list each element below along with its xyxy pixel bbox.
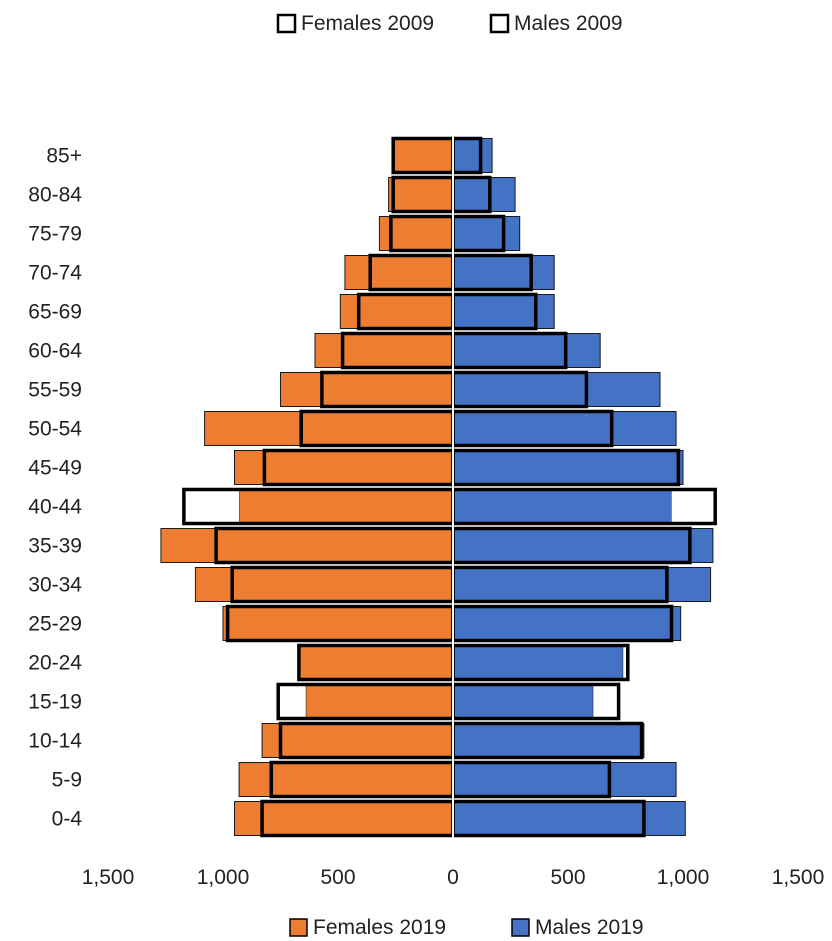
bar-males-2019-70-74 bbox=[452, 255, 555, 290]
legend-label-males-2009: Males 2009 bbox=[514, 12, 623, 35]
y-tick-label: 35-39 bbox=[28, 535, 82, 558]
legend-swatch-males-2009 bbox=[489, 13, 510, 34]
bar-females-2019-80-84 bbox=[388, 177, 454, 212]
y-tick-label: 60-64 bbox=[28, 340, 82, 363]
bar-males-2019-55-59 bbox=[452, 372, 661, 407]
bar-males-2019-45-49 bbox=[452, 450, 684, 485]
bar-males-2019-15-19 bbox=[452, 684, 594, 719]
bar-gap-left-40-44 bbox=[183, 489, 240, 524]
bar-males-2019-30-34 bbox=[452, 567, 712, 602]
y-tick-label: 75-79 bbox=[28, 223, 82, 246]
bar-males-2019-75-79 bbox=[452, 216, 521, 251]
y-tick-label: 30-34 bbox=[28, 574, 82, 597]
bar-females-2019-85+ bbox=[392, 138, 454, 173]
bar-males-2019-60-64 bbox=[452, 333, 601, 368]
legend-label-females-2009: Females 2009 bbox=[301, 12, 434, 35]
legend-top: Females 2009 Males 2009 bbox=[276, 12, 623, 35]
bar-males-2019-35-39 bbox=[452, 528, 714, 563]
bar-males-2019-50-54 bbox=[452, 411, 677, 446]
bar-males-2019-0-4 bbox=[452, 801, 686, 836]
y-tick-label: 55-59 bbox=[28, 379, 82, 402]
y-tick-label: 5-9 bbox=[52, 769, 82, 792]
bar-females-2019-45-49 bbox=[234, 450, 454, 485]
x-tick-label: 0 bbox=[447, 866, 459, 889]
x-tick-label: 500 bbox=[550, 866, 585, 889]
bar-males-2019-80-84 bbox=[452, 177, 516, 212]
bar-females-2019-70-74 bbox=[344, 255, 454, 290]
bar-females-2019-0-4 bbox=[234, 801, 454, 836]
y-tick-label: 40-44 bbox=[28, 496, 82, 519]
bar-females-2019-20-24 bbox=[298, 645, 454, 680]
y-tick-label: 65-69 bbox=[28, 301, 82, 324]
x-tick-label: 1,000 bbox=[657, 866, 710, 889]
bar-males-2019-40-44 bbox=[452, 489, 672, 524]
bar-males-2019-20-24 bbox=[452, 645, 624, 680]
y-tick-label: 45-49 bbox=[28, 457, 82, 480]
bar-males-2019-85+ bbox=[452, 138, 493, 173]
bar-females-2019-55-59 bbox=[280, 372, 454, 407]
legend-swatch-females-2009 bbox=[276, 13, 297, 34]
legend-label-males-2019: Males 2019 bbox=[535, 916, 644, 939]
x-tick-label: 1,500 bbox=[772, 866, 825, 889]
bar-gap-left-15-19 bbox=[278, 684, 306, 719]
y-tick-label: 25-29 bbox=[28, 613, 82, 636]
bar-females-2019-15-19 bbox=[305, 684, 454, 719]
bar-females-2019-25-29 bbox=[222, 606, 454, 641]
legend-bottom: Females 2019 Males 2019 bbox=[289, 916, 644, 939]
bar-males-2019-5-9 bbox=[452, 762, 677, 797]
y-axis-labels: 0-4 5-9 10-14 15-19 20-24 25-29 30-34 35-39 40-4… bbox=[28, 145, 82, 831]
legend-label-females-2019: Females 2019 bbox=[313, 916, 446, 939]
bar-males-2019-10-14 bbox=[452, 723, 645, 758]
bar-females-2019-35-39 bbox=[160, 528, 454, 563]
bar-gap-right-15-19 bbox=[593, 684, 619, 719]
bar-gap-right-40-44 bbox=[671, 489, 716, 524]
x-axis-labels: 1,500 1,000 500 0 500 1,000 1,500 bbox=[82, 866, 825, 889]
bar-males-2019-65-69 bbox=[452, 294, 555, 329]
y-tick-label: 10-14 bbox=[28, 730, 82, 753]
y-tick-label: 0-4 bbox=[52, 808, 83, 831]
y-tick-label: 80-84 bbox=[28, 184, 82, 207]
y-tick-label: 85+ bbox=[46, 145, 82, 168]
bar-females-2019-30-34 bbox=[194, 567, 454, 602]
y-tick-label: 15-19 bbox=[28, 691, 82, 714]
y-tick-label: 70-74 bbox=[28, 262, 82, 285]
legend-swatch-females-2019 bbox=[289, 918, 308, 937]
x-tick-label: 1,000 bbox=[197, 866, 250, 889]
x-tick-label: 1,500 bbox=[82, 866, 135, 889]
bar-females-2019-40-44 bbox=[238, 489, 454, 524]
bar-females-2019-50-54 bbox=[204, 411, 454, 446]
x-tick-label: 500 bbox=[320, 866, 355, 889]
legend-swatch-males-2019 bbox=[511, 918, 530, 937]
bars-2019-layer bbox=[160, 138, 716, 836]
bar-gap-right-20-24 bbox=[623, 645, 628, 680]
y-tick-label: 20-24 bbox=[28, 652, 82, 675]
bar-females-2019-10-14 bbox=[261, 723, 454, 758]
bar-females-2019-60-64 bbox=[314, 333, 454, 368]
bar-males-2019-25-29 bbox=[452, 606, 682, 641]
bar-females-2019-5-9 bbox=[238, 762, 454, 797]
y-tick-label: 50-54 bbox=[28, 418, 82, 441]
